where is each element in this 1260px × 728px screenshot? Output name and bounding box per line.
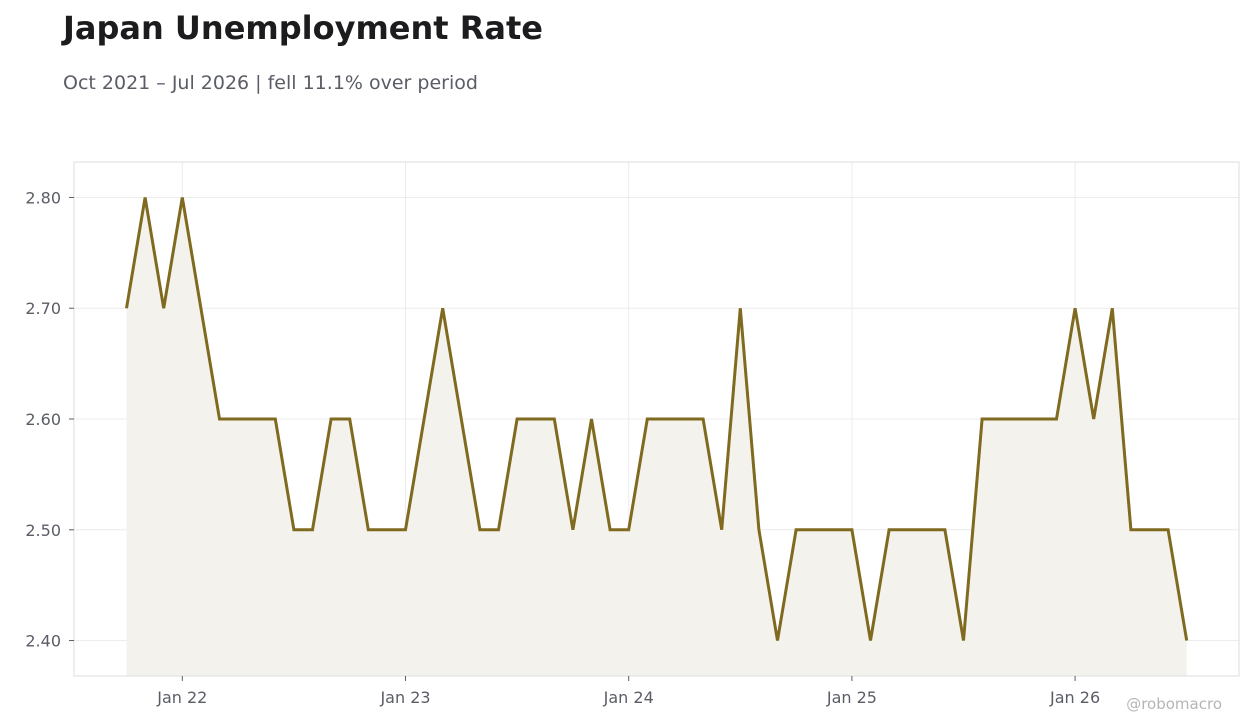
y-axis-ticks: 2.80 2.70 2.60 2.50 2.40	[25, 188, 74, 651]
data-point	[1055, 417, 1059, 421]
data-point	[627, 528, 631, 532]
data-point	[683, 417, 687, 421]
data-point	[311, 528, 315, 532]
data-point	[292, 528, 296, 532]
data-point	[1185, 639, 1189, 643]
data-point	[180, 195, 184, 199]
x-tick-label: Jan 23	[379, 688, 430, 707]
data-point	[980, 417, 984, 421]
data-point	[794, 528, 798, 532]
data-point	[273, 417, 277, 421]
chart-subtitle: Oct 2021 – Jul 2026 | fell 11.1% over pe…	[63, 72, 478, 94]
x-tick-label: Jan 24	[603, 688, 654, 707]
data-point	[1110, 306, 1114, 310]
x-axis-ticks: Jan 22 Jan 23 Jan 24 Jan 25 Jan 26	[156, 676, 1100, 707]
data-point	[590, 417, 594, 421]
data-point	[813, 528, 817, 532]
data-point	[1092, 417, 1096, 421]
data-point	[962, 639, 966, 643]
series-line	[125, 197, 1189, 641]
data-point	[571, 528, 575, 532]
data-point	[329, 417, 333, 421]
data-point	[757, 528, 761, 532]
data-point	[143, 195, 147, 199]
data-point	[236, 417, 240, 421]
data-point	[906, 528, 910, 532]
data-point	[999, 417, 1003, 421]
watermark: @robomacro	[1126, 695, 1222, 713]
data-point	[943, 528, 947, 532]
data-point	[125, 306, 129, 310]
data-point	[924, 528, 928, 532]
data-point	[478, 528, 482, 532]
data-point	[255, 417, 259, 421]
data-point	[664, 417, 668, 421]
y-tick-label: 2.80	[25, 188, 61, 207]
data-point	[404, 528, 408, 532]
y-tick-label: 2.40	[25, 632, 61, 651]
data-point	[776, 639, 780, 643]
data-point	[218, 417, 222, 421]
data-point	[422, 417, 426, 421]
data-point	[701, 417, 705, 421]
data-point	[552, 417, 556, 421]
data-point	[1036, 417, 1040, 421]
data-point	[515, 417, 519, 421]
x-tick-label: Jan 22	[156, 688, 207, 707]
data-point	[497, 528, 501, 532]
area-fill	[126, 197, 1187, 676]
x-tick-label: Jan 25	[826, 688, 877, 707]
data-point	[385, 528, 389, 532]
x-tick-label: Jan 26	[1049, 688, 1100, 707]
data-point	[887, 528, 891, 532]
data-point	[459, 417, 463, 421]
data-point	[348, 417, 352, 421]
y-tick-label: 2.50	[25, 521, 61, 540]
data-point	[1166, 528, 1170, 532]
y-tick-label: 2.60	[25, 410, 61, 429]
data-point	[441, 306, 445, 310]
data-point	[869, 639, 873, 643]
data-point	[831, 528, 835, 532]
data-point	[738, 306, 742, 310]
data-point	[534, 417, 538, 421]
data-point	[850, 528, 854, 532]
data-point	[645, 417, 649, 421]
data-point	[366, 528, 370, 532]
chart-title: Japan Unemployment Rate	[63, 9, 543, 47]
data-point	[1129, 528, 1133, 532]
data-point	[162, 306, 166, 310]
data-point	[1148, 528, 1152, 532]
data-point	[608, 528, 612, 532]
data-point	[199, 306, 203, 310]
y-tick-label: 2.70	[25, 299, 61, 318]
data-point	[1073, 306, 1077, 310]
data-point	[1017, 417, 1021, 421]
data-point	[720, 528, 724, 532]
